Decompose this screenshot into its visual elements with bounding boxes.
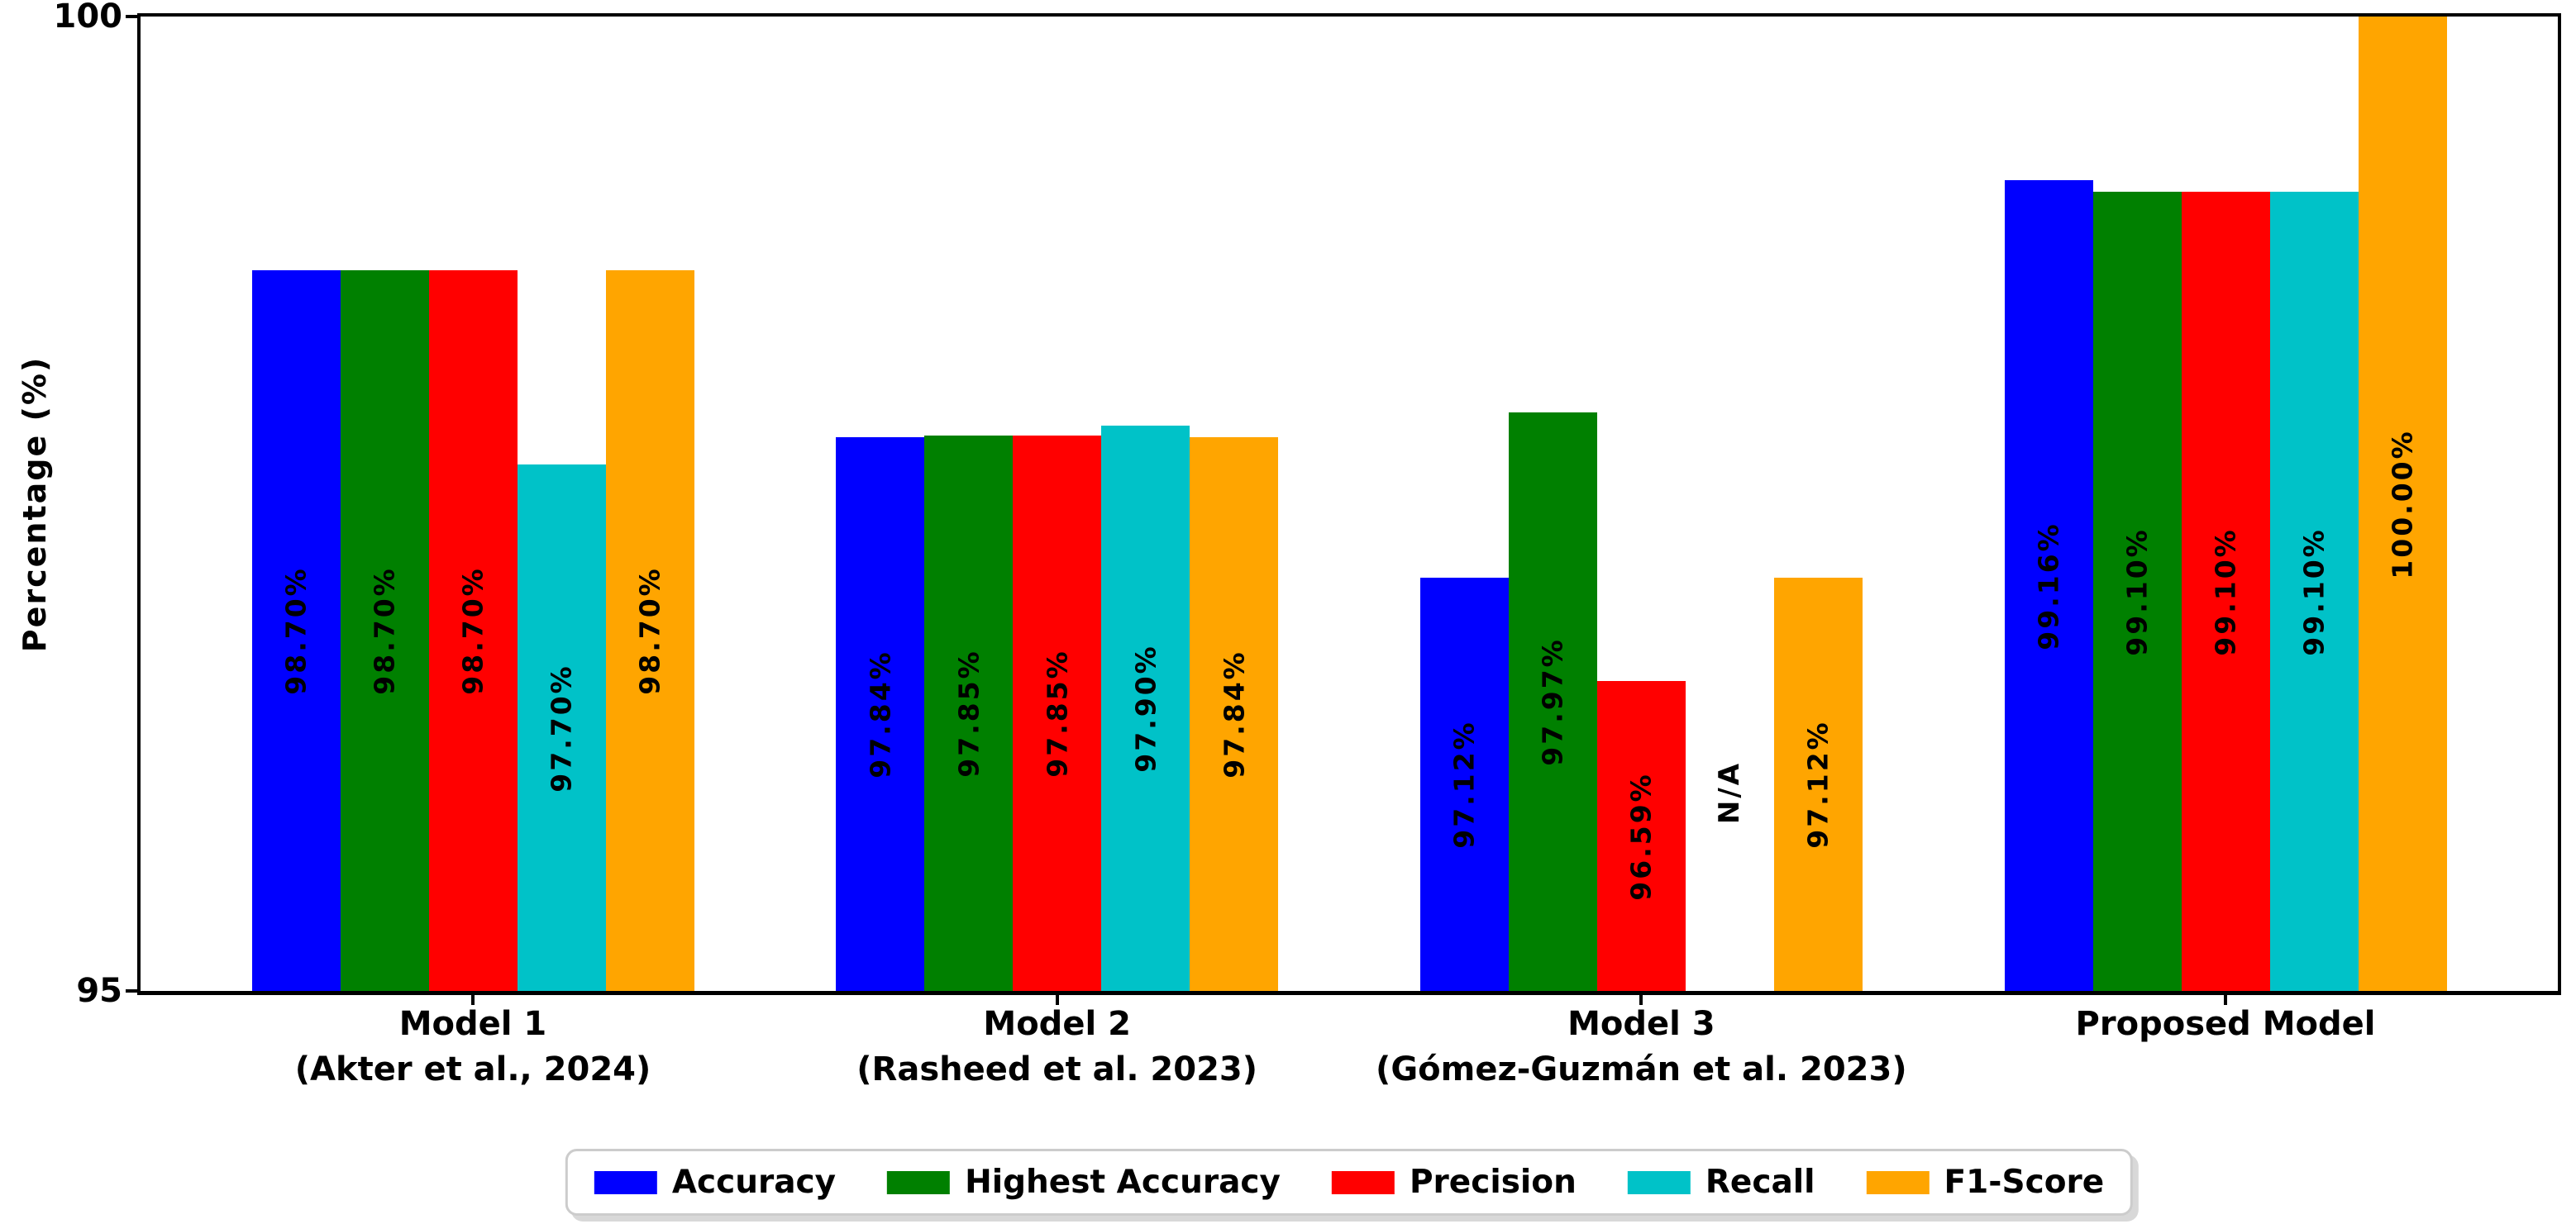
bar-value-label: 97.12%: [1448, 720, 1481, 849]
bar-accuracy: [2004, 180, 2093, 991]
legend-entry-accuracy: Accuracy: [594, 1164, 836, 1201]
bar-f1-score: [1773, 578, 1863, 991]
bar-highest-accuracy: [2092, 192, 2182, 991]
bar-highest-accuracy: [340, 269, 429, 991]
legend-swatch: [887, 1170, 951, 1194]
na-label: N/A: [1713, 760, 1747, 825]
bar-value-label: 97.85%: [952, 649, 985, 778]
bar-value-label: 99.10%: [2209, 526, 2242, 656]
legend-entry-highest-accuracy: Highest Accuracy: [887, 1164, 1281, 1201]
bar-value-label: 96.59%: [1624, 771, 1658, 901]
legend-label: Precision: [1409, 1164, 1577, 1201]
x-tick-label: Proposed Model: [2076, 1002, 2376, 1047]
legend-swatch: [1331, 1170, 1395, 1194]
x-tick-label-line: Model 1: [398, 1005, 547, 1043]
bar-highest-accuracy: [924, 435, 1014, 991]
legend-swatch: [594, 1170, 657, 1194]
bar-value-label: 97.70%: [545, 663, 578, 793]
bar-value-label: 97.97%: [1536, 637, 1569, 766]
legend-label: F1-Score: [1944, 1164, 2105, 1201]
bar-f1-score: [605, 269, 694, 991]
x-tick-mark: [1055, 995, 1059, 1005]
bar-f1-score: [2358, 17, 2447, 991]
bar-value-label: 97.90%: [1129, 644, 1162, 773]
legend-label: Accuracy: [671, 1164, 837, 1201]
x-tick-mark: [471, 995, 475, 1005]
legend-swatch: [1627, 1170, 1691, 1194]
legend-entry-precision: Precision: [1331, 1164, 1577, 1201]
x-tick-label-line: Model 2: [983, 1005, 1131, 1043]
bar-precision: [1596, 681, 1686, 991]
bar-value-label: 97.84%: [864, 650, 897, 779]
bar-value-label: 99.10%: [2120, 526, 2154, 656]
bar-value-label: 97.84%: [1218, 650, 1251, 779]
bar-value-label: 98.70%: [279, 566, 312, 695]
bar-precision: [1013, 435, 1102, 991]
x-tick-label-line: (Gómez-Guzmán et al. 2023): [1376, 1050, 1907, 1088]
legend-label: Highest Accuracy: [965, 1164, 1281, 1201]
bar-recall: [1101, 426, 1190, 991]
bar-recall: [517, 464, 606, 991]
legend-label: Recall: [1705, 1164, 1815, 1201]
y-axis-title: Percentage (%): [17, 355, 53, 653]
bar-f1-score: [1190, 437, 1279, 991]
x-tick-label: Model 3 (Gómez-Guzmán et al. 2023): [1376, 1002, 1907, 1093]
x-tick-label-line: Model 3: [1567, 1005, 1715, 1043]
bar-highest-accuracy: [1508, 412, 1597, 991]
y-tick-mark: [126, 15, 137, 18]
bar-value-label: 98.70%: [368, 566, 401, 695]
bar-value-label: 98.70%: [633, 566, 666, 695]
y-tick-label: 95: [76, 972, 122, 1010]
bar-value-label: 97.85%: [1041, 649, 1074, 778]
bar-recall: [2269, 192, 2359, 991]
bar-value-label: 99.16%: [2032, 521, 2065, 650]
bar-value-label: 97.12%: [1801, 720, 1834, 849]
bar-precision: [2181, 192, 2270, 991]
legend-swatch: [1866, 1170, 1930, 1194]
x-tick-label-line: Proposed Model: [2075, 1005, 2376, 1043]
y-tick-label: 100: [53, 0, 123, 36]
bar-accuracy: [836, 437, 925, 991]
legend-entry-recall: Recall: [1627, 1164, 1815, 1201]
legend-entry-f1-score: F1-Score: [1866, 1164, 2105, 1201]
x-tick-label-line: (Rasheed et al. 2023): [856, 1050, 1258, 1088]
bar-value-label: 98.70%: [456, 566, 489, 695]
bar-accuracy: [1419, 578, 1509, 991]
bar-accuracy: [251, 269, 341, 991]
x-tick-label: Model 2 (Rasheed et al. 2023): [856, 1002, 1257, 1093]
x-tick-label: Model 1 (Akter et al., 2024): [295, 1002, 651, 1093]
x-tick-mark: [1639, 995, 1643, 1005]
bar-precision: [428, 269, 518, 991]
y-tick-mark: [126, 989, 137, 993]
bar-value-label: 99.10%: [2297, 526, 2330, 656]
bar-value-label: 100.00%: [2386, 428, 2419, 579]
x-tick-mark: [2224, 995, 2227, 1005]
x-tick-label-line: (Akter et al., 2024): [294, 1050, 651, 1088]
legend: Accuracy Highest Accuracy Precision Recall F…: [565, 1149, 2134, 1216]
